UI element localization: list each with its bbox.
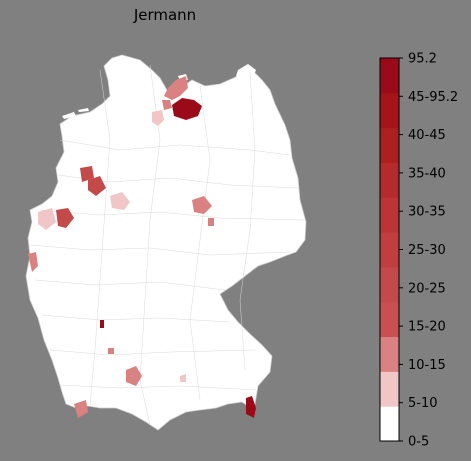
holstein-east [162, 100, 172, 110]
colorbar-bin [380, 162, 399, 198]
colorbar-bin [380, 92, 399, 129]
colorbar-bin [380, 371, 399, 407]
colorbar-tick-label: 10-15 [408, 358, 446, 373]
colorbar-bin [380, 406, 399, 442]
munich-area [180, 374, 186, 382]
map-title: Jermann [133, 6, 197, 24]
colorbar-tick-label: 15-20 [408, 320, 446, 335]
bielefeld-area [110, 192, 130, 210]
cologne-area [56, 208, 74, 228]
colorbar-bin [380, 301, 399, 338]
colorbar-bin [380, 232, 399, 268]
ulm-area [126, 366, 142, 386]
colorbar-tick-label: 40-45 [408, 128, 446, 143]
osnabrueck-area [88, 176, 106, 196]
berchtesgaden-area [246, 396, 256, 418]
colorbar-bin [380, 266, 399, 303]
colorbar-tick-label: 25-30 [408, 243, 446, 258]
hamburg-west [152, 110, 164, 126]
colorbar-bin [380, 197, 399, 233]
wuerzburg-area [208, 218, 214, 226]
stuttgart-area [108, 348, 114, 354]
colorbar-bin [380, 58, 399, 94]
highlighted-districts [28, 76, 256, 418]
colorbar-tick-label: 95.2 [408, 52, 437, 67]
north-sea-islands [62, 108, 89, 119]
lake-constance-area [74, 400, 88, 418]
rostock-area [172, 98, 202, 120]
colorbar-tick-label: 20-25 [408, 281, 446, 296]
heilbronn-area [100, 320, 104, 328]
rostock-north [164, 76, 188, 100]
colorbar-tick-label: 30-35 [408, 205, 446, 220]
colorbar-tick-label: 5-10 [408, 396, 438, 411]
colorbar-tick-label: 45-95.2 [408, 90, 458, 105]
colorbar-tick-label: 0-5 [408, 435, 429, 450]
colorbar-bin [380, 127, 399, 163]
colorbar-bin [380, 336, 399, 372]
colorbar-tick-label: 35-40 [408, 166, 446, 181]
eifel-area [28, 252, 38, 272]
muenster-area [80, 166, 94, 182]
aachen-area [38, 208, 56, 230]
district-borders [29, 64, 305, 426]
kassel-east-area [192, 196, 212, 214]
baltic-island-ruegen [236, 64, 256, 82]
